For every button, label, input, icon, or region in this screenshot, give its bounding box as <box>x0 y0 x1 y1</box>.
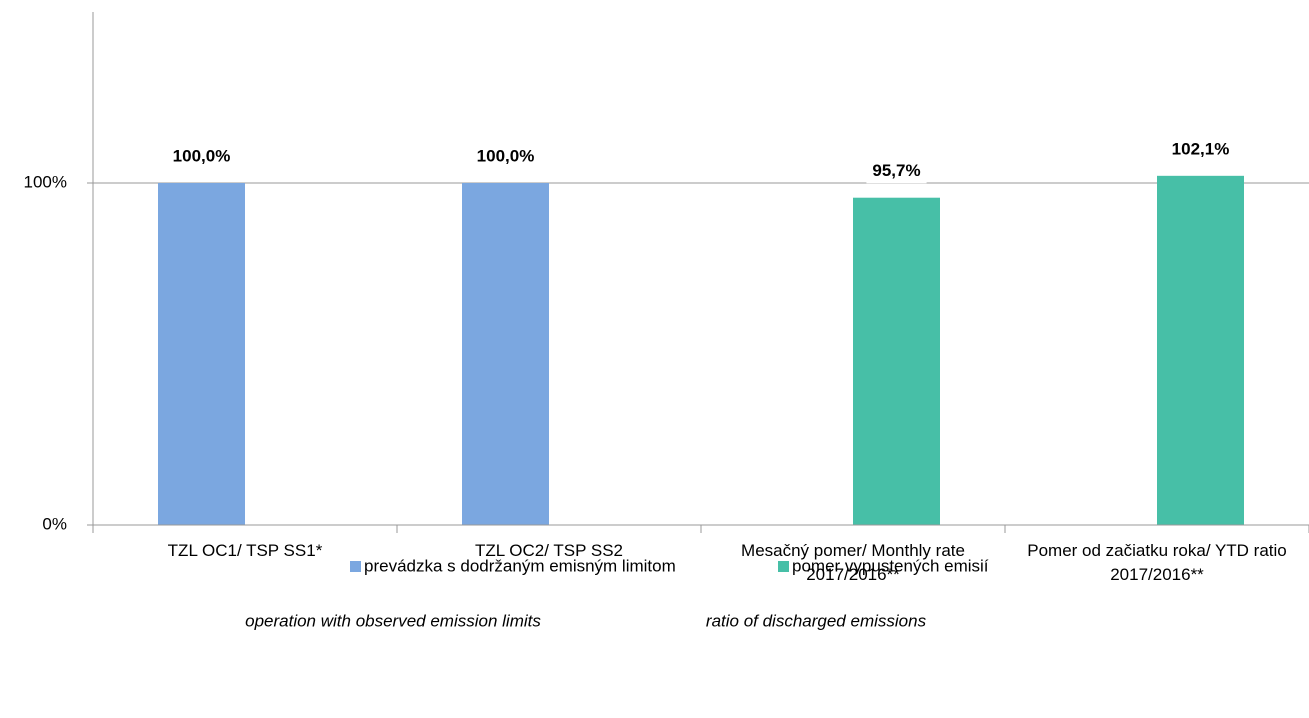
x-tick-label: Mesačný pomer/ Monthly rate 2017/2016** <box>741 541 965 584</box>
bar <box>853 197 940 525</box>
legend-label: prevádzka s dodržaným emisným limitom <box>364 556 676 575</box>
data-label: 100,0% <box>173 146 231 165</box>
data-label: 102,1% <box>1172 139 1230 158</box>
data-label: 100,0% <box>477 146 535 165</box>
legend-note: ratio of discharged emissions <box>706 611 927 630</box>
y-tick-label: 100% <box>24 172 67 191</box>
legend-swatch <box>350 561 361 572</box>
data-label: 95,7% <box>872 161 920 180</box>
legend-label: pomer vypustených emisií <box>792 556 989 575</box>
y-tick-label: 0% <box>42 514 67 533</box>
x-tick-label: TZL OC2/ TSP SS2 <box>474 541 624 560</box>
data-label-bg <box>166 143 237 169</box>
data-label-bg <box>470 143 541 169</box>
data-label-bg <box>1165 136 1236 162</box>
data-label-bg <box>866 158 927 184</box>
legend-note: operation with observed emission limits <box>245 611 541 630</box>
x-tick-label: TZL OC1/ TSP SS1* <box>167 541 323 560</box>
x-tick-label: Pomer od začiatku roka/ YTD ratio 2017/2… <box>1027 541 1287 584</box>
bar <box>462 183 549 525</box>
legend-swatch <box>778 561 789 572</box>
bar <box>1157 175 1244 525</box>
bar <box>158 183 245 525</box>
